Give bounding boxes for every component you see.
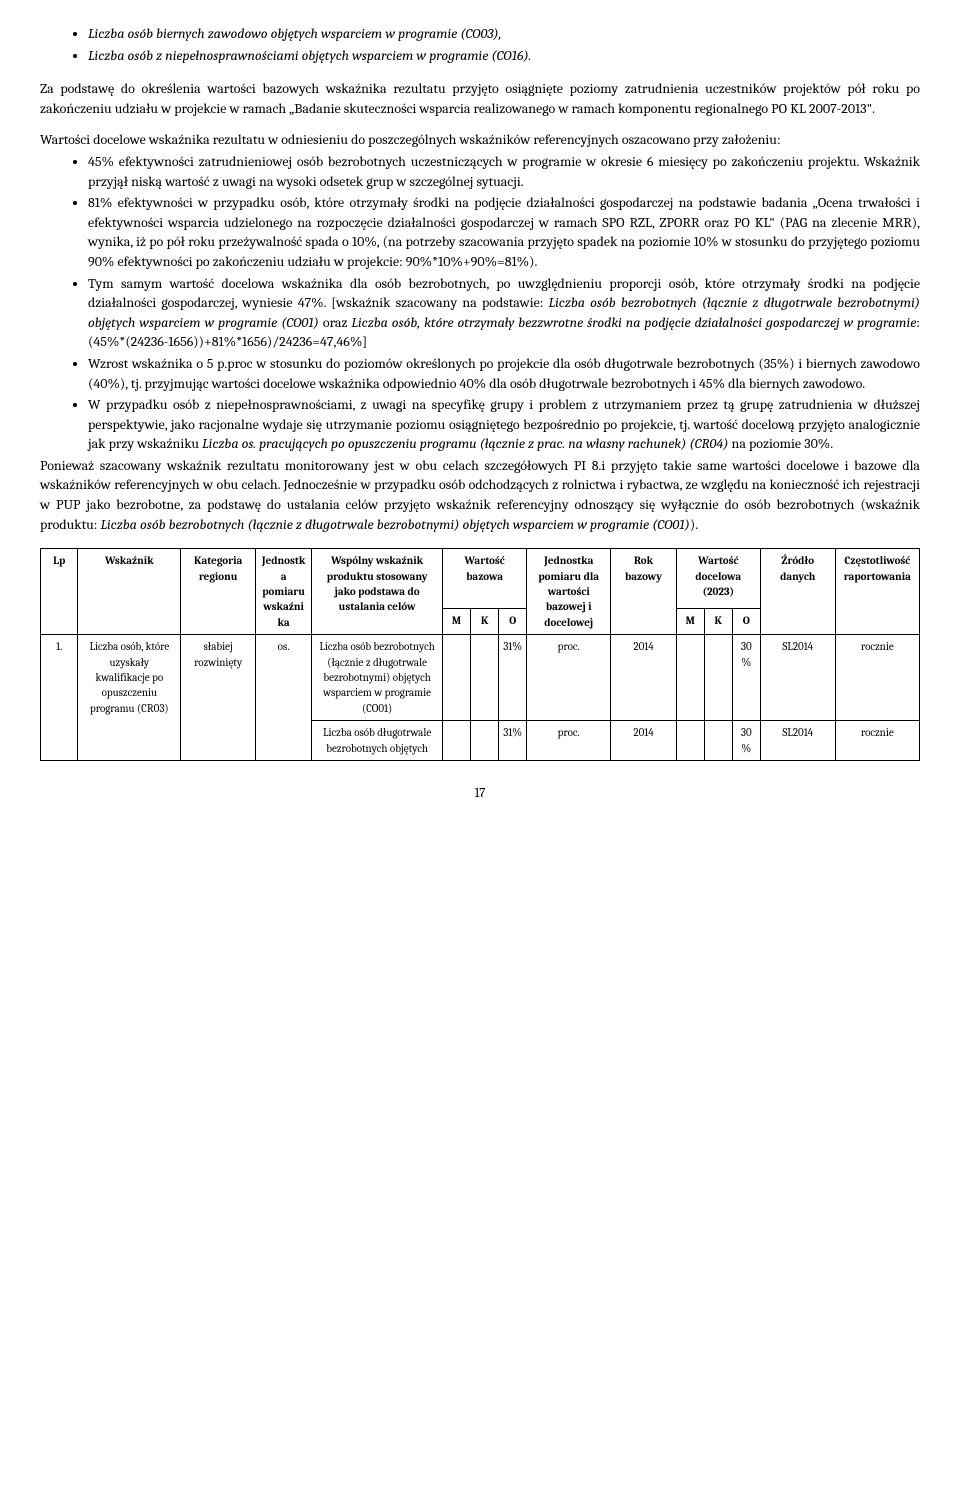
- col-header: Wspólny wskaźnik produktu stosowany jako…: [312, 549, 443, 635]
- bullet-item: 45% efektywności zatrudnieniowej osób be…: [88, 152, 920, 191]
- bullet-item: 81% efektywności w przypadku osób, które…: [88, 193, 920, 271]
- page-number: 17: [40, 785, 920, 803]
- cell-m: [443, 721, 471, 761]
- indicators-table: Lp Wskaźnik Kategoria regionu Jednostka …: [40, 548, 920, 761]
- bullet-text: Liczba osób z niepełnosprawnościami obję…: [88, 47, 531, 64]
- cell-k: [704, 635, 732, 721]
- cell-rok: 2014: [611, 721, 676, 761]
- col-subheader: M: [676, 608, 704, 634]
- cell-freq: rocznie: [835, 635, 919, 721]
- paragraph: Ponieważ szacowany wskaźnik rezultatu mo…: [40, 456, 920, 534]
- cell-kategoria: słabiej rozwinięty: [181, 635, 256, 761]
- cell-produkt: Liczba osób długotrwale bezrobotnych obj…: [312, 721, 443, 761]
- cell-m: [676, 635, 704, 721]
- bullet-text: Liczba osób biernych zawodowo objętych w…: [88, 25, 502, 42]
- col-header: Wskaźnik: [78, 549, 181, 635]
- paragraph-lead: Wartości docelowe wskaźnika rezultatu w …: [40, 130, 920, 150]
- cell-k: [704, 721, 732, 761]
- cell-jednostka: os.: [256, 635, 312, 761]
- cell-jp: proc.: [527, 635, 611, 721]
- bullet-item: Tym samym wartość docelowa wskaźnika dla…: [88, 274, 920, 352]
- cell-m: [676, 721, 704, 761]
- col-header: Wartość docelowa (2023): [676, 549, 760, 609]
- col-subheader: K: [471, 608, 499, 634]
- col-header: Wartość bazowa: [443, 549, 527, 609]
- table-header-row: Lp Wskaźnik Kategoria regionu Jednostka …: [41, 549, 920, 609]
- col-header: Jednostka pomiaru wskaźnika: [256, 549, 312, 635]
- cell-src: SL2014: [760, 635, 835, 721]
- col-header: Częstotliwość raportowania: [835, 549, 919, 635]
- bullet-item: W przypadku osób z niepełnosprawnościami…: [88, 395, 920, 454]
- cell-m: [443, 635, 471, 721]
- cell-o: 31%: [499, 635, 527, 721]
- cell-src: SL2014: [760, 721, 835, 761]
- col-subheader: O: [499, 608, 527, 634]
- cell-k: [471, 635, 499, 721]
- col-header: Jednostka pomiaru dla wartości bazowej i…: [527, 549, 611, 635]
- cell-rok: 2014: [611, 635, 676, 721]
- cell-wskaznik: Liczba osób, które uzyskały kwalifikacje…: [78, 635, 181, 761]
- table-row: 1. Liczba osób, które uzyskały kwalifika…: [41, 635, 920, 721]
- cell-produkt: Liczba osób bezrobotnych (łącznie z dług…: [312, 635, 443, 721]
- cell-freq: rocznie: [835, 721, 919, 761]
- col-header: Rok bazowy: [611, 549, 676, 635]
- top-bullet-list: Liczba osób biernych zawodowo objętych w…: [40, 24, 920, 65]
- bullet-item: Liczba osób z niepełnosprawnościami obję…: [88, 46, 920, 66]
- paragraph: Za podstawę do określenia wartości bazow…: [40, 79, 920, 118]
- cell-o: 31%: [499, 721, 527, 761]
- bullet-item: Wzrost wskaźnika o 5 p.proc w stosunku d…: [88, 354, 920, 393]
- bullet-item: Liczba osób biernych zawodowo objętych w…: [88, 24, 920, 44]
- col-header: Źródło danych: [760, 549, 835, 635]
- inner-bullet-list: 45% efektywności zatrudnieniowej osób be…: [40, 152, 920, 454]
- cell-jp: proc.: [527, 721, 611, 761]
- col-subheader: K: [704, 608, 732, 634]
- cell-o: 30%: [732, 635, 760, 721]
- col-header: Kategoria regionu: [181, 549, 256, 635]
- cell-o: 30%: [732, 721, 760, 761]
- cell-lp: 1.: [41, 635, 78, 761]
- col-subheader: M: [443, 608, 471, 634]
- col-header: Lp: [41, 549, 78, 635]
- cell-k: [471, 721, 499, 761]
- col-subheader: O: [732, 608, 760, 634]
